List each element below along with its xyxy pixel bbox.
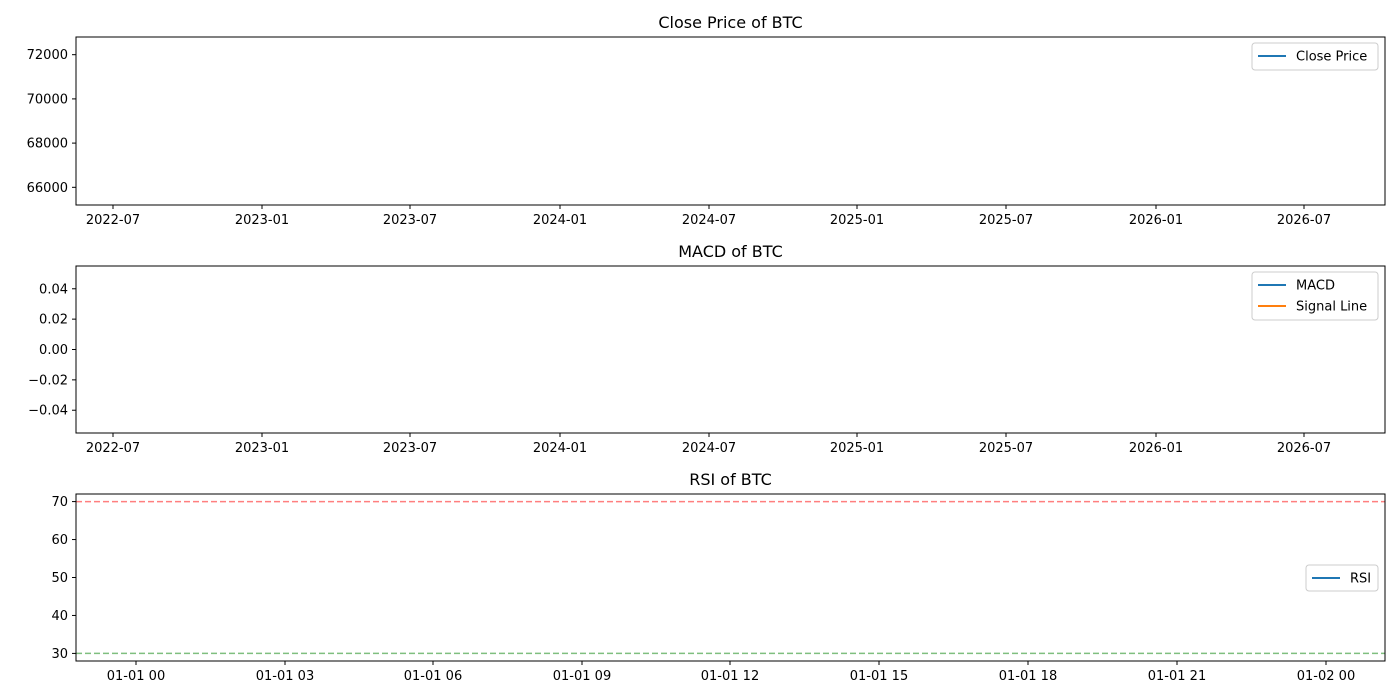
chart-panel-2: MACD of BTC −0.04 −0.02 0.00 0.02 0.04 2022-07… bbox=[28, 242, 1386, 456]
y-tick-label: 30 bbox=[51, 647, 68, 662]
x-tick-label: 2024-01 bbox=[533, 441, 587, 456]
x-tick-label: 2024-01 bbox=[533, 213, 587, 228]
chart-panel-3: RSI of BTC 30 40 50 60 70 01-01 00 01-01 03 01-0… bbox=[51, 470, 1386, 684]
chart-title: Close Price of BTC bbox=[658, 13, 802, 32]
x-tick-label: 2025-07 bbox=[979, 213, 1033, 228]
x-tick-label: 2024-07 bbox=[682, 213, 736, 228]
legend-label: MACD bbox=[1296, 279, 1335, 294]
y-tick-label: 40 bbox=[51, 609, 68, 624]
x-tick-label: 2022-07 bbox=[86, 441, 140, 456]
y-tick-label: 66000 bbox=[27, 181, 68, 196]
plot-frame bbox=[75, 265, 1386, 434]
x-tick-label: 01-01 06 bbox=[404, 669, 462, 684]
y-tick-label: 70000 bbox=[27, 92, 68, 107]
y-tick-label: −0.04 bbox=[28, 404, 68, 419]
legend-label: RSI bbox=[1350, 572, 1371, 587]
y-tick-label: 0.00 bbox=[39, 343, 68, 358]
chart-title: RSI of BTC bbox=[689, 470, 772, 489]
x-tick-label: 2026-01 bbox=[1129, 441, 1183, 456]
chart-title: MACD of BTC bbox=[678, 242, 783, 261]
x-tick-label: 2026-07 bbox=[1277, 213, 1331, 228]
x-tick-label: 2023-01 bbox=[235, 213, 289, 228]
x-tick-label: 2023-01 bbox=[235, 441, 289, 456]
y-tick-label: 72000 bbox=[27, 48, 68, 63]
x-tick-label: 01-01 18 bbox=[999, 669, 1057, 684]
x-tick-label: 01-02 00 bbox=[1297, 669, 1355, 684]
legend-box bbox=[1305, 564, 1379, 592]
y-tick-label: 70 bbox=[51, 495, 68, 510]
x-tick-label: 2024-07 bbox=[682, 441, 736, 456]
x-tick-label: 2026-07 bbox=[1277, 441, 1331, 456]
chart-panel-1: Close Price of BTC 66000 68000 70000 72000 20… bbox=[27, 13, 1386, 228]
legend: MACD Signal Line bbox=[1251, 271, 1379, 321]
plot-frame bbox=[75, 36, 1386, 206]
x-tick-label: 2022-07 bbox=[86, 213, 140, 228]
x-tick-label: 2023-07 bbox=[383, 213, 437, 228]
x-tick-label: 2023-07 bbox=[383, 441, 437, 456]
plot-frame bbox=[75, 493, 1386, 662]
x-tick-label: 2025-01 bbox=[830, 213, 884, 228]
y-tick-label: −0.02 bbox=[28, 373, 68, 388]
x-tick-label: 2025-07 bbox=[979, 441, 1033, 456]
x-tick-label: 01-01 03 bbox=[256, 669, 314, 684]
x-tick-label: 01-01 21 bbox=[1148, 669, 1206, 684]
legend: RSI bbox=[1305, 564, 1379, 592]
x-tick-label: 01-01 00 bbox=[107, 669, 165, 684]
x-tick-label: 01-01 12 bbox=[701, 669, 759, 684]
legend-box bbox=[1251, 42, 1379, 71]
y-tick-label: 60 bbox=[51, 533, 68, 548]
y-tick-label: 0.02 bbox=[39, 313, 68, 328]
y-tick-label: 0.04 bbox=[39, 282, 68, 297]
x-tick-label: 2025-01 bbox=[830, 441, 884, 456]
y-tick-label: 68000 bbox=[27, 137, 68, 152]
legend-label: Signal Line bbox=[1296, 300, 1367, 315]
legend: Close Price bbox=[1251, 42, 1379, 71]
x-tick-label: 2026-01 bbox=[1129, 213, 1183, 228]
y-tick-label: 50 bbox=[51, 571, 68, 586]
x-tick-label: 01-01 09 bbox=[553, 669, 611, 684]
x-tick-label: 01-01 15 bbox=[850, 669, 908, 684]
legend-label: Close Price bbox=[1296, 50, 1367, 65]
